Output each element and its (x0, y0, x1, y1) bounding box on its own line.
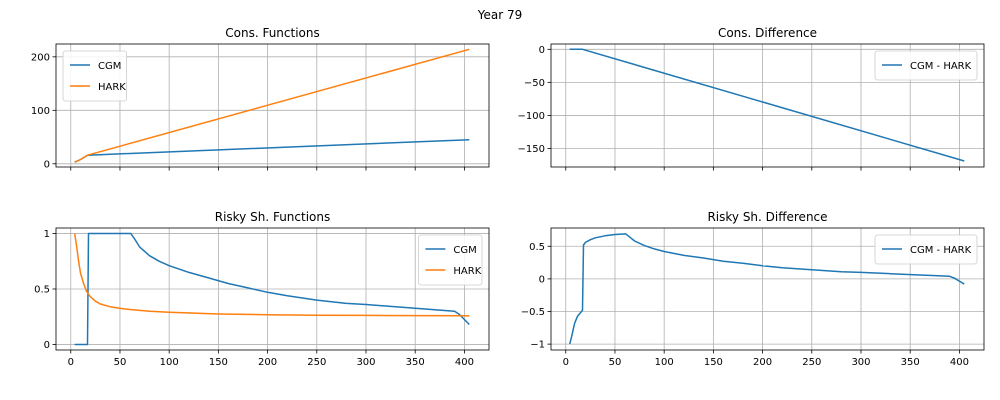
legend-label: HARK (453, 266, 481, 277)
x-tick-label: 0 (563, 357, 569, 368)
legend-box (417, 234, 483, 286)
x-tick-label: 50 (609, 357, 622, 368)
y-tick-label: −100 (518, 111, 545, 122)
x-tick-label: 250 (802, 357, 821, 368)
y-tick-label: −50 (524, 78, 545, 89)
series-line-hark (73, 233, 470, 317)
x-tick-label: 400 (455, 357, 474, 368)
panel-2: Cons. Difference 0 −50 −100 −150 CGM - HARK (518, 26, 985, 171)
y-tick-label: 0 (44, 159, 50, 170)
x-tick-label: 300 (356, 357, 375, 368)
legend-label: CGM (453, 245, 476, 256)
legend-box (874, 234, 978, 265)
legend-box (874, 50, 978, 81)
legend-label: CGM - HARK (910, 61, 972, 72)
x-tick-label: 150 (209, 357, 228, 368)
series-line-hark (74, 48, 470, 163)
y-tick-label: 1 (44, 229, 50, 240)
legend: CGM - HARK (874, 50, 978, 81)
axes-frame (550, 43, 985, 168)
x-tick-label: 400 (950, 357, 969, 368)
panel-1: Cons. Functions 0 100 200 CGM HARK (31, 26, 490, 171)
x-tick-label: 350 (406, 357, 425, 368)
panel-title: Cons. Difference (718, 26, 817, 40)
axes-frame (550, 227, 985, 351)
y-tick-label: 0.5 (34, 285, 50, 296)
y-tick-label: 0.5 (529, 242, 545, 253)
x-tick-label: 100 (655, 357, 674, 368)
x-tick-label: 0 (68, 357, 74, 368)
y-tick-label: −1 (530, 340, 545, 351)
y-tick-label: 200 (31, 52, 50, 63)
legend-label: HARK (98, 82, 126, 93)
y-tick-label: −150 (518, 144, 545, 155)
panel-3: Risky Sh. Functions 0 50 100 150 200 250 300 350… (34, 210, 490, 368)
x-tick-label: 100 (160, 357, 179, 368)
legend-label: CGM - HARK (910, 245, 972, 256)
series-group (74, 48, 470, 163)
series-group (73, 232, 470, 346)
x-tick-label: 350 (901, 357, 920, 368)
y-tick-label: 0 (539, 45, 545, 56)
x-tick-label: 300 (851, 357, 870, 368)
axes-frame (55, 43, 490, 168)
legend-label: CGM (98, 61, 121, 72)
legend: CGM HARK (62, 50, 127, 102)
panel-title: Cons. Functions (225, 26, 320, 40)
series-group (569, 48, 965, 162)
x-tick-label: 200 (258, 357, 277, 368)
series-line-cgm-hark (568, 233, 965, 345)
series-line-cgm (74, 232, 470, 346)
y-tick-label: −0.5 (521, 307, 545, 318)
legend: CGM HARK (417, 234, 483, 286)
legend: CGM - HARK (874, 234, 978, 265)
x-tick-label: 250 (307, 357, 326, 368)
y-tick-label: 0 (44, 340, 50, 351)
y-tick-label: 0 (539, 274, 545, 285)
x-tick-label: 50 (114, 357, 127, 368)
series-group (568, 233, 965, 345)
panel-title: Risky Sh. Functions (215, 210, 331, 224)
x-tick-label: 150 (704, 357, 723, 368)
axes-frame (55, 227, 490, 351)
x-tick-label: 200 (753, 357, 772, 368)
panel-4: Risky Sh. Difference 0 50 100 150 200 250 300 35… (521, 210, 985, 368)
y-tick-label: 100 (31, 106, 50, 117)
figure-suptitle: Year 79 (477, 8, 523, 22)
legend-box (62, 50, 127, 102)
series-line-cgm-hark (569, 48, 965, 162)
panel-title: Risky Sh. Difference (707, 210, 827, 224)
